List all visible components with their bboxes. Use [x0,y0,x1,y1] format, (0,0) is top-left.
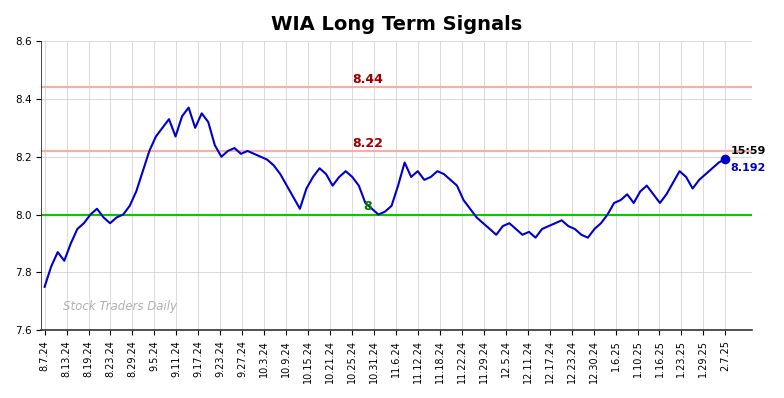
Text: 8: 8 [363,200,372,213]
Text: 15:59: 15:59 [731,146,766,156]
Title: WIA Long Term Signals: WIA Long Term Signals [270,15,522,34]
Text: Stock Traders Daily: Stock Traders Daily [63,300,176,313]
Text: 8.192: 8.192 [731,162,766,172]
Text: 8.22: 8.22 [352,137,383,150]
Point [719,156,731,162]
Text: 8.44: 8.44 [352,73,383,86]
